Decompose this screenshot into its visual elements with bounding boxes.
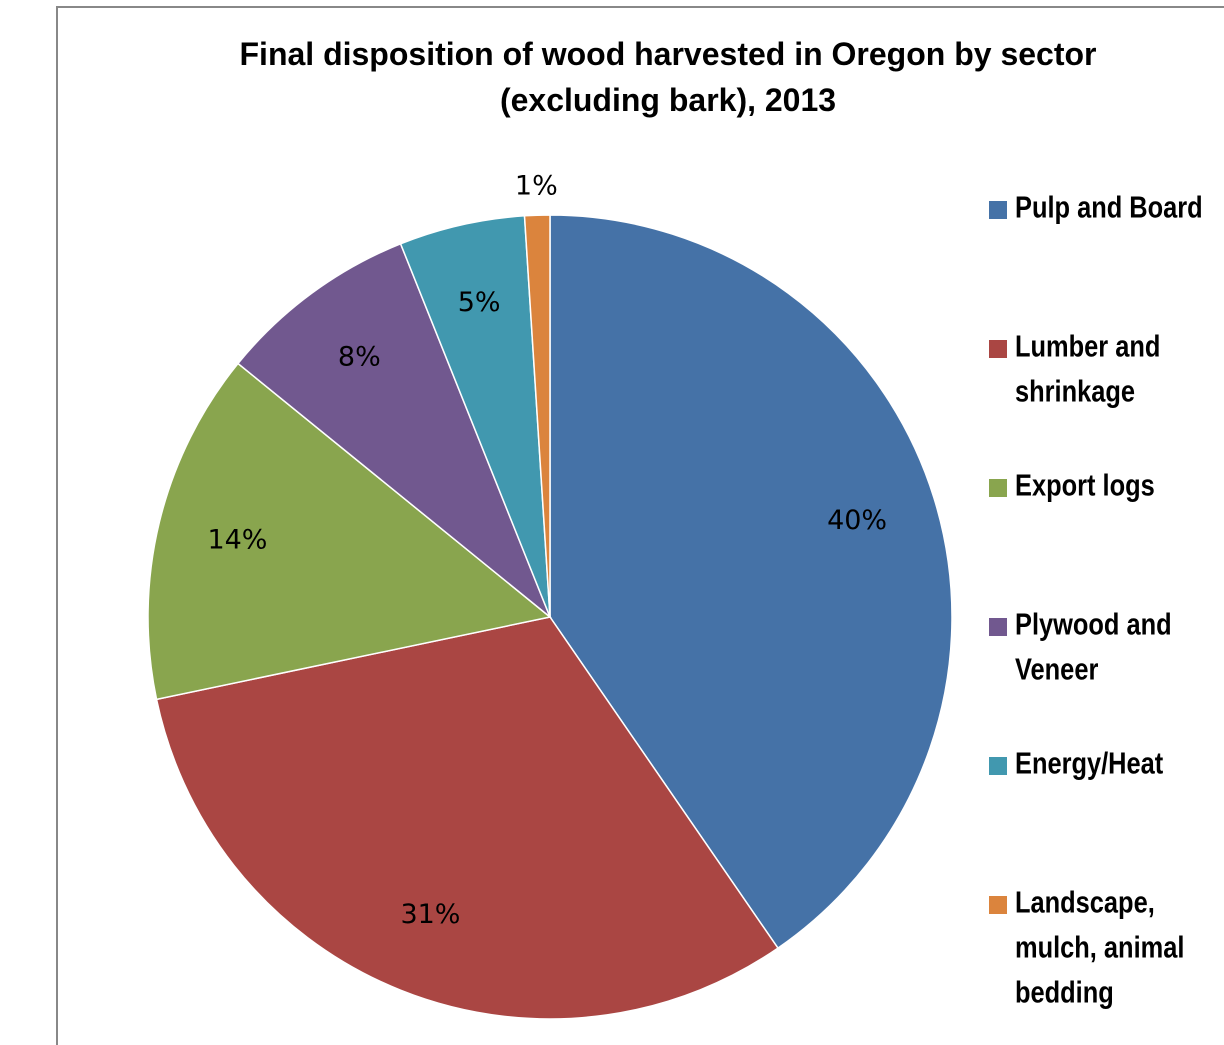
chart-frame xyxy=(56,6,1224,1045)
data-label: 1% xyxy=(515,171,558,202)
legend-entry: Lumber and shrinkage xyxy=(1015,330,1160,410)
data-label: 14% xyxy=(207,525,267,556)
data-label: 31% xyxy=(400,899,460,930)
pie-slice xyxy=(147,362,552,701)
pie-slice xyxy=(236,242,552,620)
legend-swatch xyxy=(989,479,1007,497)
legend-label: Export logs xyxy=(1015,469,1155,504)
pie-slice xyxy=(523,214,551,618)
legend-label: Lumber and shrinkage xyxy=(1015,330,1160,410)
legend-swatch xyxy=(989,618,1007,636)
pie-slice xyxy=(549,214,953,950)
legend-label: Energy/Heat xyxy=(1015,747,1164,782)
legend-swatch xyxy=(989,201,1007,219)
legend-label: Pulp and Board xyxy=(1015,191,1203,226)
legend-swatch xyxy=(989,896,1007,914)
pie-slice xyxy=(155,616,780,1020)
legend-label: Plywood and Veneer xyxy=(1015,608,1172,688)
legend-entry: Pulp and Board xyxy=(1015,191,1203,226)
data-label: 5% xyxy=(458,287,501,318)
legend-swatch xyxy=(989,757,1007,775)
data-label: 8% xyxy=(338,342,381,373)
chart-title: Final disposition of wood harvested in O… xyxy=(240,36,1097,118)
legend-entry: Plywood and Veneer xyxy=(1015,608,1172,688)
legend-entry: Export logs xyxy=(1015,469,1155,504)
data-label: 40% xyxy=(827,505,887,536)
legend-label: Landscape, mulch, animal bedding xyxy=(1015,886,1184,1011)
legend-entry: Landscape, mulch, animal bedding xyxy=(1015,886,1184,1011)
legend-entry: Energy/Heat xyxy=(1015,747,1164,782)
legend-swatch xyxy=(989,340,1007,358)
